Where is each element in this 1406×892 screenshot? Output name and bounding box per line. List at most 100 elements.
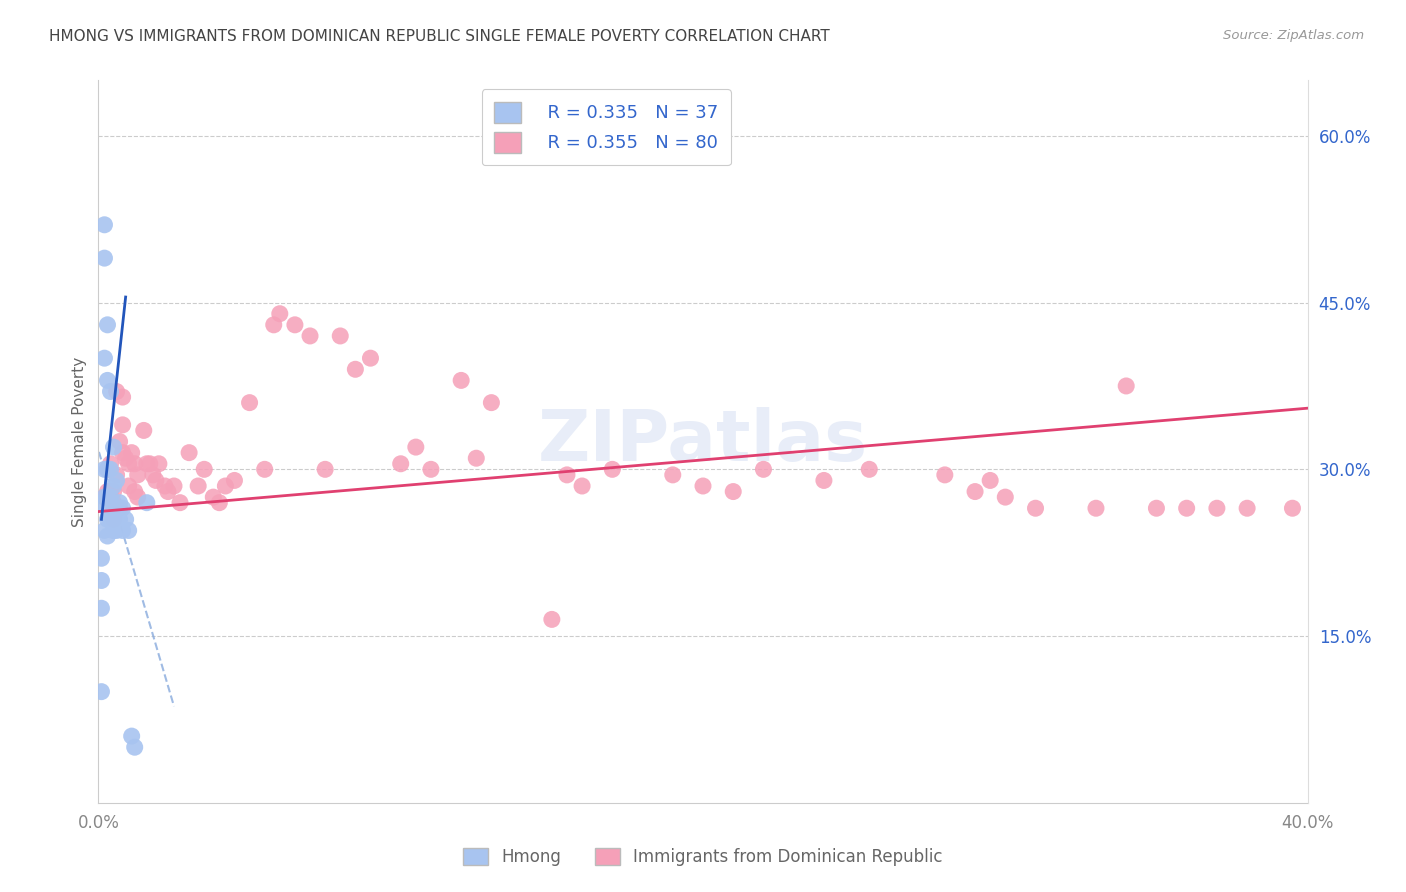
Point [114, 451, 136, 466]
Point [965, 484, 987, 499]
Point [127, 490, 149, 504]
Point [450, 373, 472, 387]
Point [269, 307, 291, 321]
Point [93, 462, 115, 476]
Point [105, 524, 128, 538]
Point [263, 318, 285, 332]
Point [108, 434, 131, 449]
Point [239, 395, 262, 409]
Point [118, 524, 141, 538]
Point [96, 490, 118, 504]
Point [108, 496, 131, 510]
Point [253, 462, 276, 476]
Point [1115, 379, 1137, 393]
Point [127, 467, 149, 482]
Point [100, 484, 122, 499]
Point [193, 462, 215, 476]
Point [187, 479, 209, 493]
Point [100, 384, 122, 399]
Point [145, 474, 167, 488]
Point [93, 351, 115, 366]
Point [1144, 501, 1167, 516]
Point [111, 390, 134, 404]
Point [979, 474, 1001, 488]
Point [1085, 501, 1108, 516]
Point [105, 501, 128, 516]
Point [96, 512, 118, 526]
Point [103, 440, 125, 454]
Point [752, 462, 775, 476]
Point [90, 574, 112, 588]
Point [284, 318, 307, 332]
Point [90, 601, 112, 615]
Point [994, 490, 1017, 504]
Point [208, 496, 231, 510]
Point [121, 729, 143, 743]
Point [124, 484, 146, 499]
Point [105, 467, 128, 482]
Point [111, 501, 134, 516]
Point [224, 474, 246, 488]
Text: HMONG VS IMMIGRANTS FROM DOMINICAN REPUBLIC SINGLE FEMALE POVERTY CORRELATION CH: HMONG VS IMMIGRANTS FROM DOMINICAN REPUB… [49, 29, 830, 44]
Point [93, 218, 115, 232]
Point [934, 467, 956, 482]
Point [105, 474, 128, 488]
Point [135, 496, 157, 510]
Point [723, 484, 745, 499]
Text: ZIPatlas: ZIPatlas [538, 407, 868, 476]
Text: Source: ZipAtlas.com: Source: ZipAtlas.com [1223, 29, 1364, 42]
Point [139, 457, 162, 471]
Point [1281, 501, 1303, 516]
Point [100, 462, 122, 476]
Point [93, 251, 115, 265]
Point [103, 484, 125, 499]
Point [179, 445, 201, 459]
Point [314, 462, 336, 476]
Point [156, 484, 179, 499]
Point [96, 318, 118, 332]
Point [103, 496, 125, 510]
Point [360, 351, 382, 366]
Point [148, 457, 170, 471]
Point [1206, 501, 1229, 516]
Point [555, 467, 578, 482]
Point [153, 479, 176, 493]
Point [571, 479, 593, 493]
Point [202, 490, 225, 504]
Point [858, 462, 880, 476]
Point [111, 445, 134, 459]
Point [103, 501, 125, 516]
Point [1175, 501, 1198, 516]
Point [465, 451, 488, 466]
Point [100, 457, 122, 471]
Point [96, 373, 118, 387]
Point [124, 457, 146, 471]
Point [692, 479, 714, 493]
Point [103, 512, 125, 526]
Point [329, 329, 352, 343]
Legend: Hmong, Immigrants from Dominican Republic: Hmong, Immigrants from Dominican Republi… [456, 840, 950, 875]
Point [90, 551, 112, 566]
Point [96, 529, 118, 543]
Point [540, 612, 562, 626]
Point [481, 395, 503, 409]
Point [100, 490, 122, 504]
Point [420, 462, 443, 476]
Point [100, 512, 122, 526]
Point [135, 457, 157, 471]
Point [163, 479, 186, 493]
Point [1236, 501, 1258, 516]
Point [90, 496, 112, 510]
Point [299, 329, 322, 343]
Point [108, 512, 131, 526]
Point [108, 501, 131, 516]
Point [405, 440, 427, 454]
Legend:   R = 0.335   N = 37,   R = 0.355   N = 80: R = 0.335 N = 37, R = 0.355 N = 80 [482, 89, 731, 165]
Point [118, 479, 141, 493]
Point [111, 524, 134, 538]
Point [169, 496, 191, 510]
Point [132, 424, 155, 438]
Point [96, 462, 118, 476]
Point [93, 490, 115, 504]
Point [344, 362, 367, 376]
